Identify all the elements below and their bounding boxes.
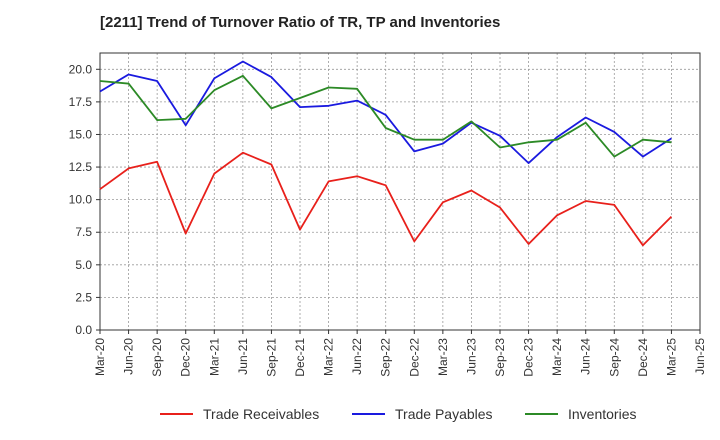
x-tick-label: Mar-21 bbox=[207, 338, 221, 376]
y-tick-label: 17.5 bbox=[69, 95, 93, 109]
axes: 0.0 2.5 5.0 7.5 10.0 12.5 15.0 17.5 20.0 Mar-20 Ju… bbox=[69, 52, 707, 377]
plot-frame bbox=[99, 52, 701, 331]
y-tick-label: 5.0 bbox=[75, 258, 92, 272]
x-tick-label: Sep-23 bbox=[493, 338, 507, 377]
grid-lines bbox=[99, 52, 701, 331]
x-tick-label: Sep-24 bbox=[607, 338, 621, 377]
legend-label-inventories: Inventories bbox=[568, 406, 636, 422]
series-line-inventories bbox=[99, 74, 672, 158]
chart-title: [2211] Trend of Turnover Ratio of TR, TP… bbox=[100, 14, 501, 31]
y-tick-label: 2.5 bbox=[75, 290, 92, 304]
x-tick-label: Dec-21 bbox=[293, 338, 307, 377]
legend-label-trade-receivables: Trade Receivables bbox=[203, 406, 319, 422]
x-tick-label: Jun-22 bbox=[350, 338, 364, 375]
x-tick-label: Dec-23 bbox=[522, 338, 536, 377]
x-tick-label: Sep-21 bbox=[264, 338, 278, 377]
y-tick-label: 20.0 bbox=[69, 62, 93, 76]
legend-label-trade-payables: Trade Payables bbox=[395, 406, 493, 422]
y-tick-label: 10.0 bbox=[69, 193, 93, 207]
x-tick-label: Jun-21 bbox=[236, 338, 250, 375]
series-lines bbox=[99, 60, 673, 247]
legend: Trade Receivables Trade Payables Inventori… bbox=[160, 406, 636, 422]
y-tick-label: 0.0 bbox=[75, 323, 92, 337]
y-tick-label: 12.5 bbox=[69, 160, 93, 174]
x-tick-label: Jun-23 bbox=[464, 338, 478, 375]
x-tick-label: Dec-22 bbox=[407, 338, 421, 377]
x-tick-label: Mar-25 bbox=[664, 338, 678, 376]
x-tick-label: Mar-23 bbox=[436, 338, 450, 376]
x-tick-label: Jun-24 bbox=[579, 338, 593, 375]
x-tick-label: Mar-20 bbox=[93, 338, 107, 376]
x-tick-label: Mar-22 bbox=[322, 338, 336, 376]
x-tick-label: Sep-20 bbox=[150, 338, 164, 377]
x-tick-label: Jun-20 bbox=[122, 338, 136, 375]
series-line-trade-receivables bbox=[99, 151, 673, 247]
x-tick-label: Dec-20 bbox=[179, 338, 193, 377]
y-tick-label: 7.5 bbox=[75, 225, 92, 239]
series-line-trade-payables bbox=[99, 60, 672, 165]
x-tick-label: Dec-24 bbox=[636, 338, 650, 377]
x-tick-label: Sep-22 bbox=[379, 338, 393, 377]
x-tick-label: Jun-25 bbox=[693, 338, 707, 375]
y-tick-label: 15.0 bbox=[69, 127, 93, 141]
x-tick-label: Mar-24 bbox=[550, 338, 564, 376]
